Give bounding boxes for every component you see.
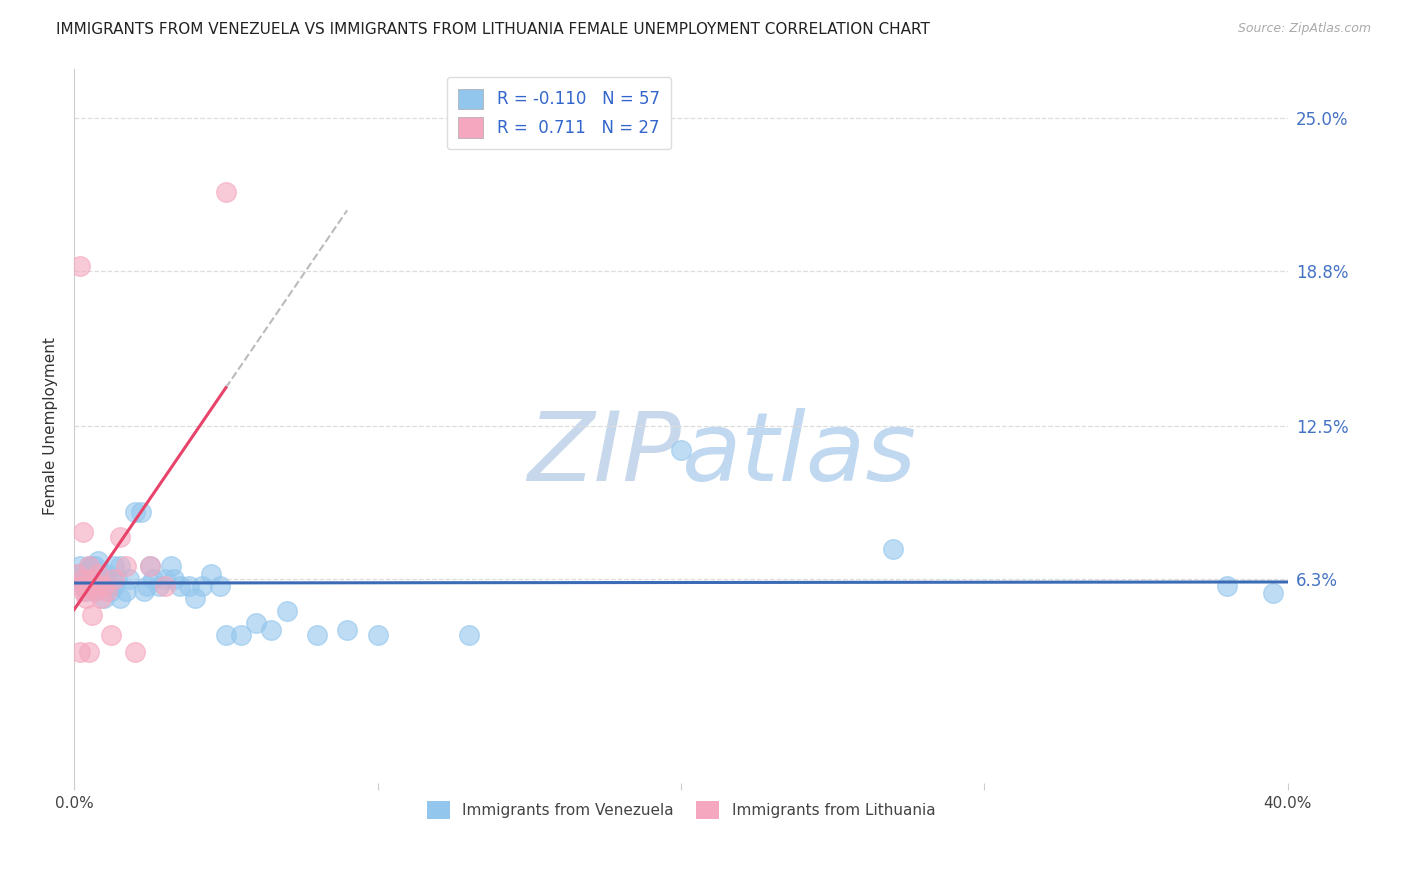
Point [72,572,94,586]
Point [87,579,110,593]
Point [139,559,162,574]
Point [148,579,170,593]
Point [103,559,125,574]
Point [75,583,97,598]
Point [103,579,125,593]
Point [179,579,201,593]
Point [72,579,94,593]
Point [153,572,176,586]
Point [90,579,112,593]
Point [77,645,100,659]
Point [169,579,191,593]
Point [118,572,141,586]
Point [69,566,91,581]
Point [260,624,283,638]
Point [82,559,104,574]
Point [108,591,131,606]
Point [103,572,125,586]
Point [75,566,97,581]
Point [139,559,162,574]
Point [66,566,89,581]
Point [124,645,146,659]
Point [367,628,389,642]
Text: ZIP: ZIP [527,408,681,501]
Point [82,572,104,586]
Point [72,572,94,586]
Point [90,591,112,606]
Point [72,583,94,598]
Point [208,579,231,593]
Point [69,259,91,273]
Point [100,628,122,642]
Point [105,572,128,586]
Point [69,579,91,593]
Point [336,624,359,638]
Point [669,443,692,458]
Point [153,579,176,593]
Point [96,566,118,581]
Point [72,524,94,539]
Text: Source: ZipAtlas.com: Source: ZipAtlas.com [1237,22,1371,36]
Text: atlas: atlas [681,408,915,501]
Point [77,559,100,574]
Point [84,583,107,598]
Point [87,566,110,581]
Point [90,566,112,581]
Point [96,583,118,598]
Y-axis label: Female Unemployment: Female Unemployment [44,337,58,515]
Point [160,559,183,574]
Point [882,541,904,556]
Point [93,572,115,586]
Text: IMMIGRANTS FROM VENEZUELA VS IMMIGRANTS FROM LITHUANIA FEMALE UNEMPLOYMENT CORRE: IMMIGRANTS FROM VENEZUELA VS IMMIGRANTS … [56,22,931,37]
Point [114,583,136,598]
Point [82,608,104,623]
Point [132,583,155,598]
Point [129,505,152,519]
Point [69,559,91,574]
Point [87,554,110,568]
Legend: Immigrants from Venezuela, Immigrants from Lithuania: Immigrants from Venezuela, Immigrants fr… [420,795,941,825]
Point [124,505,146,519]
Point [100,583,122,598]
Point [84,559,107,574]
Point [245,615,267,630]
Point [215,628,238,642]
Point [215,185,238,199]
Point [276,603,298,617]
Point [1216,579,1239,593]
Point [75,591,97,606]
Point [457,628,479,642]
Point [87,572,110,586]
Point [184,591,207,606]
Point [75,579,97,593]
Point [135,579,157,593]
Point [190,579,212,593]
Point [77,559,100,574]
Point [69,645,91,659]
Point [305,628,328,642]
Point [108,530,131,544]
Point [1261,586,1284,600]
Point [142,572,165,586]
Point [77,572,100,586]
Point [163,572,186,586]
Point [200,566,222,581]
Point [229,628,252,642]
Point [93,591,115,606]
Point [84,583,107,598]
Point [114,559,136,574]
Point [82,579,104,593]
Point [93,579,115,593]
Point [108,559,131,574]
Point [66,572,89,586]
